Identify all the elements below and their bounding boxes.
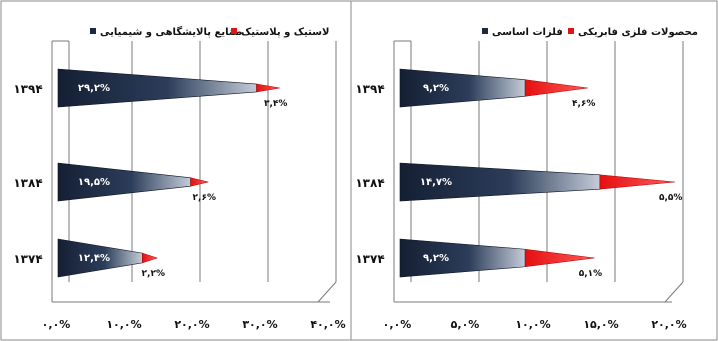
legend-swatch-basic-metals	[482, 28, 488, 34]
x-tick-label: ۱۵,۰%	[583, 318, 618, 331]
category-label: ۱۳۸۴	[355, 176, 384, 190]
x-tick-label: ۵,۰%	[451, 318, 480, 331]
x-tick-label: ۰,۰%	[383, 318, 412, 331]
x-tick-label: ۱۰,۰%	[106, 318, 141, 331]
legend-swatch-fabricated-metal	[568, 28, 574, 34]
x-tick-label: ۳۰,۰%	[242, 318, 277, 331]
category-label: ۱۳۷۴	[13, 252, 42, 266]
x-tick-label: ۱۰,۰%	[515, 318, 550, 331]
category-label: ۱۳۹۴	[355, 82, 384, 96]
bar-red-segment	[190, 177, 209, 187]
bar-red-segment	[256, 83, 280, 93]
bar-value-label-dark: ۱۲,۴%	[78, 253, 110, 264]
category-label: ۱۳۷۴	[355, 252, 384, 266]
bar-red-segment	[142, 252, 159, 264]
bar-value-label-red: ۵,۵%	[659, 193, 682, 203]
bar-value-label-red: ۲,۲%	[142, 269, 165, 279]
bar-value-label-red: ۴,۶%	[572, 99, 595, 109]
bar-value-label-red: ۵,۱%	[579, 269, 602, 279]
bar-value-label-red: ۳,۴%	[264, 99, 287, 109]
x-tick-label: ۴۰,۰%	[310, 318, 345, 331]
legend-label-petrochemical: صنایع پالایشگاهی و شیمیایی	[100, 25, 243, 38]
legend-label-fabricated-metal: محصولات فلزی فابریکی	[578, 27, 698, 38]
bar-red-segment	[599, 174, 675, 190]
legend-label-rubber-plastic: لاستیک و پلاستیک	[241, 27, 329, 38]
chart-right: ۰,۰% ۵,۰% ۱۰,۰% ۱۵,۰% ۲۰,۰% ۱۳۷۴ ۱۳۸۴ ۱۳۹۴ ۹,۲…	[355, 27, 698, 331]
bar-value-label-dark: ۲۹,۲%	[78, 83, 110, 94]
chart-left: ۰,۰% ۱۰,۰% ۲۰,۰% ۳۰,۰% ۴۰,۰% ۱۳۷۴ ۱۳۸۴ ۱۳۹۴ ۱۲…	[13, 25, 345, 331]
legend-swatch-rubber-plastic	[231, 28, 237, 34]
bar-dark-segment	[399, 68, 526, 108]
bar-red-segment	[524, 79, 588, 97]
chart-left-legend: صنایع پالایشگاهی و شیمیایی لاستیک و پلاس…	[90, 25, 329, 38]
x-tick-label: ۲۰,۰%	[174, 318, 209, 331]
bar-value-label-dark: ۹,۲%	[423, 83, 449, 94]
category-label: ۱۳۹۴	[13, 82, 42, 96]
bar-dark-segment	[399, 238, 526, 278]
legend-swatch-petrochemical	[90, 28, 96, 34]
bar-value-label-red: ۲,۶%	[193, 193, 216, 203]
legend-label-basic-metals: فلزات اساسی	[492, 27, 563, 38]
x-tick-label: ۲۰,۰%	[651, 318, 686, 331]
bar-value-label-dark: ۹,۲%	[423, 253, 449, 264]
bar-value-label-dark: ۱۹,۵%	[78, 177, 110, 188]
x-tick-label: ۰,۰%	[42, 318, 71, 331]
chart-right-legend: فلزات اساسی محصولات فلزی فابریکی	[482, 27, 698, 38]
bar-red-segment	[524, 248, 595, 268]
category-label: ۱۳۸۴	[13, 176, 42, 190]
bar-value-label-dark: ۱۴,۷%	[420, 177, 452, 188]
